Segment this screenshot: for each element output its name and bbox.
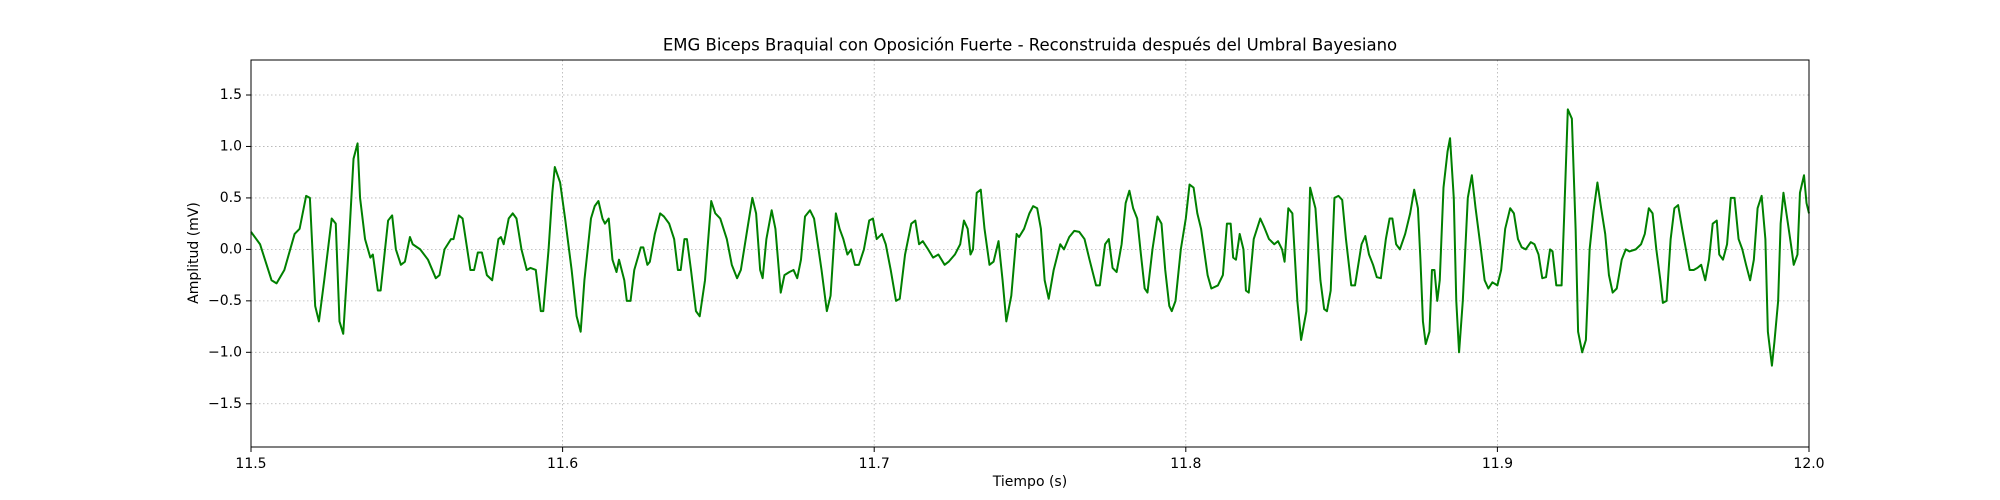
x-tick-label: 11.9	[1482, 456, 1513, 472]
y-tick-label: 0.0	[220, 241, 242, 257]
x-tick-label: 12.0	[1793, 456, 1824, 472]
y-tick-label: −0.5	[208, 293, 242, 309]
x-tick-label: 11.8	[1170, 456, 1201, 472]
x-tick-label: 11.6	[547, 456, 578, 472]
x-axis-label: Tiempo (s)	[992, 474, 1067, 490]
y-tick-label: 1.0	[220, 138, 242, 154]
y-tick-label: −1.5	[208, 396, 242, 412]
y-tick-label: 0.5	[220, 190, 242, 206]
y-tick-label: 1.5	[220, 87, 242, 103]
chart-title: EMG Biceps Braquial con Oposición Fuerte…	[663, 36, 1397, 55]
y-axis-label: Amplitud (mV)	[186, 202, 202, 304]
x-tick-label: 11.5	[235, 456, 266, 472]
x-tick-label: 11.7	[859, 456, 890, 472]
plot-frame	[250, 59, 1810, 448]
signal-line	[250, 108, 1810, 367]
y-tick-label: −1.0	[208, 344, 242, 360]
